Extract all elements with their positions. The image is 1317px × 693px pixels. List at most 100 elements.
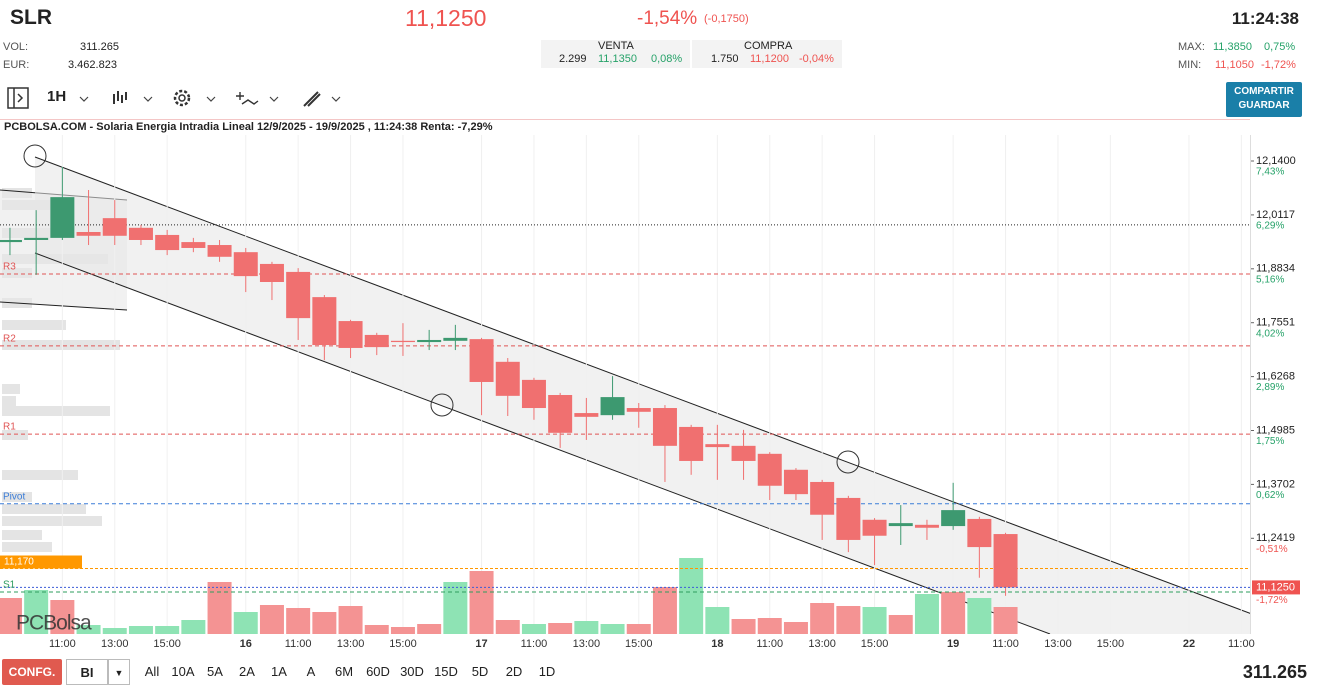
min-price: 11,1050	[1215, 59, 1254, 71]
x-tick-label: 11:00	[1228, 638, 1255, 650]
interval[interactable]: 1H	[47, 88, 67, 105]
candle-body	[993, 534, 1018, 588]
change: (-0,1750)	[704, 13, 749, 25]
range-button[interactable]: 2D	[505, 664, 523, 679]
candle-body	[102, 218, 127, 236]
y-tick-label: 11,8834	[1256, 263, 1295, 275]
volume-bar	[652, 587, 677, 634]
x-tick-label: 15:00	[625, 638, 653, 650]
volume-bar	[574, 621, 599, 634]
y-tick-label: 11,7551	[1256, 317, 1295, 329]
level-label: S1	[3, 580, 16, 591]
y-tick-label: 11,6268	[1256, 371, 1295, 383]
chart-title: PCBOLSA.COM - Solaria Energia Intradia L…	[4, 121, 493, 133]
volume-bar	[390, 627, 415, 634]
level-label: R3	[3, 262, 16, 273]
candle-body	[338, 321, 363, 348]
volume-bar	[836, 606, 861, 634]
volume-bar	[679, 558, 704, 634]
candle-body	[76, 232, 101, 236]
share[interactable]: COMPARTIR	[1234, 86, 1294, 97]
candle-body	[364, 334, 389, 348]
buy-box	[692, 40, 842, 68]
volume-bar	[155, 626, 180, 634]
time: 11:24:38	[1231, 9, 1299, 28]
y-tick-pct: 0,62%	[1256, 490, 1284, 501]
range-button[interactable]: 15D	[434, 664, 458, 679]
range-button[interactable]: 1D	[538, 664, 556, 679]
range-button[interactable]: 60D	[366, 664, 390, 679]
volume-bar	[364, 625, 389, 634]
eur: 3.462.823	[68, 59, 117, 71]
range-button[interactable]: 5D	[471, 664, 489, 679]
logo: PCBolsa	[16, 612, 92, 635]
x-tick-label: 13:00	[573, 638, 601, 650]
candle-body	[810, 481, 835, 515]
candle-body	[0, 239, 22, 243]
range-button[interactable]: 5A	[207, 664, 223, 679]
x-tick-label: 15:00	[861, 638, 889, 650]
candle-body	[286, 271, 311, 319]
price: 11,1250	[405, 5, 487, 31]
x-tick-label: 13:00	[808, 638, 836, 650]
volume-bar	[338, 606, 363, 634]
range-button[interactable]: 30D	[400, 664, 424, 679]
volume-bar	[495, 620, 520, 634]
volume-bar	[521, 624, 546, 634]
sell-qty: 2.299	[559, 53, 587, 65]
x-tick-label: 11:00	[992, 638, 1019, 650]
candle-body	[233, 252, 258, 277]
config-button[interactable]: CONFG.	[2, 659, 62, 685]
range-button[interactable]: 1A	[271, 664, 287, 679]
vol: 311.265	[80, 41, 119, 53]
x-tick-label: 15:00	[153, 638, 181, 650]
toolbar-icons[interactable]	[6, 86, 346, 112]
last-price-label: 11,1250	[1256, 581, 1295, 593]
x-tick-label: 22	[1183, 638, 1195, 650]
y-tick-pct: 5,16%	[1256, 274, 1284, 285]
volume-bar	[914, 594, 939, 634]
x-tick-label: 18	[711, 638, 723, 650]
range-button[interactable]: A	[306, 664, 316, 679]
max-pct: 0,75%	[1264, 41, 1296, 53]
buy-qty: 1.750	[711, 53, 739, 65]
volume-bar	[24, 590, 49, 634]
y-tick-pct: 2,89%	[1256, 382, 1284, 393]
volume-bar	[102, 628, 127, 634]
change-pct: -1,54%	[637, 8, 698, 29]
min-pct: -1,72%	[1261, 59, 1296, 71]
x-tick-label: 15:00	[389, 638, 417, 650]
candle-body	[259, 263, 284, 282]
range-button[interactable]: 2A	[239, 664, 255, 679]
candle-body	[50, 197, 75, 238]
save[interactable]: GUARDAR	[1238, 100, 1290, 111]
share-save-button[interactable]: COMPARTIR GUARDAR	[1226, 82, 1302, 117]
candle-body	[600, 397, 625, 416]
volume-bar	[810, 603, 835, 634]
volume-bar	[469, 571, 494, 634]
range-button[interactable]: All	[144, 664, 160, 679]
x-tick-label: 17	[475, 638, 487, 650]
y-tick-pct: -0,51%	[1256, 544, 1288, 555]
candle-body	[128, 227, 153, 240]
mode-arrow[interactable]: ▼	[108, 659, 130, 685]
x-tick-label: 11:00	[49, 638, 76, 650]
sell-pct: 0,08%	[651, 53, 683, 65]
candle-body	[914, 524, 939, 528]
buy-label: COMPRA	[744, 40, 793, 52]
range-button[interactable]: 10A	[171, 664, 195, 679]
candle-body	[757, 453, 782, 486]
candle-body	[207, 245, 232, 257]
candle-body	[731, 445, 756, 461]
max-price: 11,3850	[1213, 41, 1252, 53]
volume-bar	[443, 582, 468, 634]
candle-body	[679, 426, 704, 461]
volume-bar	[259, 605, 284, 634]
candle-body	[155, 234, 180, 251]
candle-body	[417, 339, 442, 343]
x-tick-label: 16	[240, 638, 252, 650]
mode-select[interactable]: BI	[66, 659, 108, 685]
volume-bar	[233, 612, 258, 634]
range-button[interactable]: 6M	[334, 664, 354, 679]
plot	[0, 135, 1250, 634]
